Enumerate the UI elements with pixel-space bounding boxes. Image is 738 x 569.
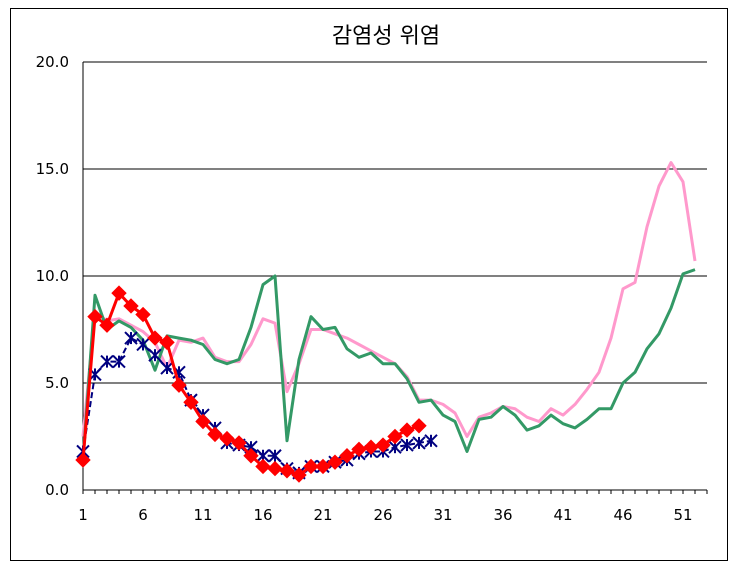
data-point-diamond <box>183 394 199 410</box>
data-point-asterisk <box>136 337 150 352</box>
data-point-asterisk <box>148 348 162 362</box>
data-point-diamond <box>351 441 367 458</box>
series-line-1 <box>81 268 696 461</box>
data-point-asterisk <box>124 331 138 345</box>
chart-frame: 감염성 위염 0.0 5.0 10.0 15.0 20.0 1 6 11 16 21 26 31 36 4… <box>10 8 728 561</box>
chart-title: 감염성 위염 <box>332 24 440 49</box>
x-tick-label: 31 <box>433 506 452 524</box>
data-point-diamond <box>99 317 115 333</box>
y-tick-label: 5.0 <box>45 374 69 392</box>
series-line-0 <box>81 161 697 438</box>
series-layer <box>75 161 697 483</box>
x-tick-label: 41 <box>553 506 572 524</box>
x-tick-label: 26 <box>373 506 392 524</box>
line-chart: 감염성 위염 0.05.010.015.020.01 6 11 16 21 26 31 36 4… <box>36 24 708 524</box>
data-point-asterisk <box>160 361 174 375</box>
x-tick-label: 21 <box>313 506 332 524</box>
data-point-diamond <box>135 306 151 323</box>
data-point-asterisk <box>100 354 114 369</box>
y-tick-label: 15.0 <box>36 160 69 178</box>
data-point-asterisk <box>112 354 126 369</box>
data-point-diamond <box>147 330 163 346</box>
x-tick-label: 1 <box>78 506 88 524</box>
data-point-diamond <box>327 454 343 470</box>
data-point-diamond <box>255 458 271 475</box>
data-point-diamond <box>399 422 415 438</box>
data-point-diamond <box>315 458 331 475</box>
data-point-asterisk <box>400 438 414 452</box>
y-tick-label: 10.0 <box>36 267 69 285</box>
x-tick-label: 46 <box>613 506 632 524</box>
data-point-diamond <box>195 413 211 430</box>
data-point-diamond <box>339 448 355 464</box>
axes <box>82 62 708 494</box>
x-tick-label: 16 <box>253 506 272 524</box>
data-point-diamond <box>87 308 103 325</box>
tick-labels: 0.05.010.015.020.01 6 11 16 21 26 31 36 41 46 51 <box>36 53 693 524</box>
data-point-diamond <box>279 463 295 479</box>
data-point-diamond <box>159 334 175 351</box>
data-point-diamond <box>219 430 235 447</box>
x-tick-label: 11 <box>193 506 212 524</box>
data-point-diamond <box>75 452 91 468</box>
data-point-diamond <box>411 418 427 434</box>
data-point-diamond <box>243 448 259 464</box>
data-point-asterisk <box>268 449 282 463</box>
data-point-diamond <box>231 435 247 451</box>
y-tick-label: 0.0 <box>45 481 69 499</box>
data-point-asterisk <box>424 434 438 448</box>
data-point-diamond <box>123 298 139 314</box>
data-point-diamond <box>207 426 223 443</box>
data-point-diamond <box>291 467 307 483</box>
x-tick-label: 6 <box>138 506 148 524</box>
x-tick-label: 51 <box>673 506 692 524</box>
data-point-diamond <box>267 460 283 477</box>
gridlines <box>83 61 707 384</box>
data-point-diamond <box>387 428 403 445</box>
data-point-diamond <box>111 285 127 301</box>
data-point-diamond <box>303 458 319 475</box>
data-point-asterisk <box>412 436 426 450</box>
x-tick-label: 36 <box>493 506 512 524</box>
data-point-diamond <box>171 377 187 393</box>
data-point-diamond <box>375 437 391 453</box>
y-tick-label: 20.0 <box>36 53 69 71</box>
